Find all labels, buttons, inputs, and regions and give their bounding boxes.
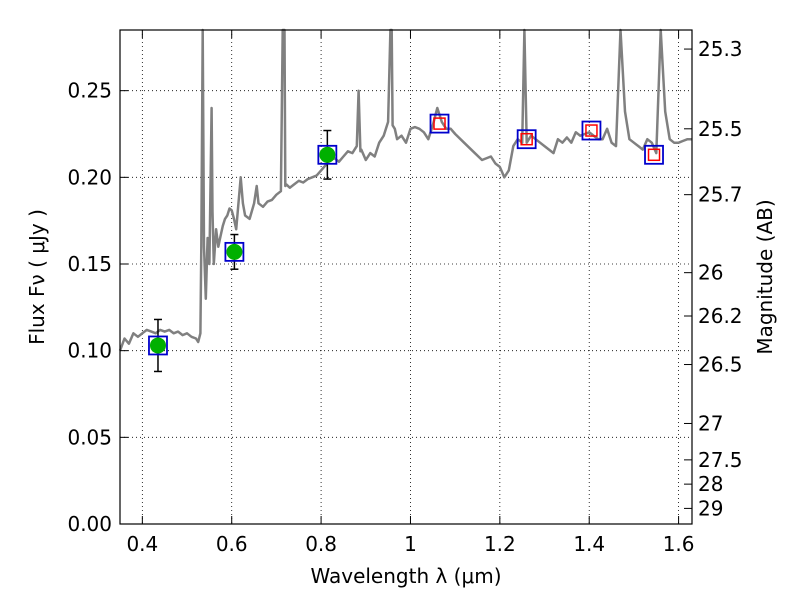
y2-tick-label: 28 <box>698 472 723 496</box>
spectrum-line <box>118 28 692 352</box>
y2-tick-label: 25.3 <box>698 37 743 61</box>
observed-point <box>226 243 243 260</box>
limit-square <box>585 124 598 137</box>
model-square <box>148 335 168 356</box>
x-tick-label: 1.4 <box>573 532 605 556</box>
y-tick-label: 0.15 <box>67 252 112 276</box>
y2-axis-title: Magnitude (AB) <box>753 199 777 354</box>
y-axis-title: Flux Fν ( μJy ) <box>25 209 49 345</box>
x-tick-label: 0.4 <box>126 532 158 556</box>
model-square <box>224 241 245 262</box>
plot-frame <box>119 29 693 525</box>
model-square <box>581 120 602 141</box>
y2-tick-label: 27.5 <box>698 448 743 472</box>
limit-square <box>433 117 446 130</box>
y-tick-label: 0.10 <box>67 339 112 363</box>
model-spectrum <box>118 28 692 352</box>
observed-point <box>149 337 166 354</box>
model-square <box>644 144 664 165</box>
limit-square <box>647 148 661 162</box>
limit-square <box>520 132 533 146</box>
x-tick-label: 0.6 <box>216 532 248 556</box>
x-tick-label: 1.2 <box>484 532 516 556</box>
tick-labels: 0.4 0.6 0.8 1 1.2 1.4 1.6 0.00 0.05 0.10 0.15 0.20 0… <box>67 37 742 556</box>
y-tick-label: 0.05 <box>67 425 112 449</box>
y-tick-label: 0.25 <box>67 79 112 103</box>
y2-tick-label: 26.2 <box>698 304 743 328</box>
y2-tick-label: 25.5 <box>698 117 743 141</box>
model-square <box>516 129 537 150</box>
model-square <box>317 144 338 165</box>
photometry-points <box>148 113 664 373</box>
observed-point <box>319 146 336 163</box>
y2-tick-label: 26.5 <box>698 353 743 377</box>
x-tick-label: 1.6 <box>663 532 695 556</box>
y2-tick-label: 25.7 <box>698 183 743 207</box>
axis-ticks <box>120 30 692 525</box>
x-tick-label: 1 <box>404 532 417 556</box>
x-axis-title: Wavelength λ (μm) <box>310 564 501 588</box>
y-tick-label: 0.00 <box>67 512 112 536</box>
y2-tick-label: 27 <box>698 411 723 435</box>
y2-tick-label: 29 <box>698 496 723 520</box>
y-tick-label: 0.20 <box>67 165 112 189</box>
x-tick-label: 0.8 <box>305 532 337 556</box>
model-square <box>429 113 450 134</box>
y2-tick-label: 26 <box>698 261 723 285</box>
